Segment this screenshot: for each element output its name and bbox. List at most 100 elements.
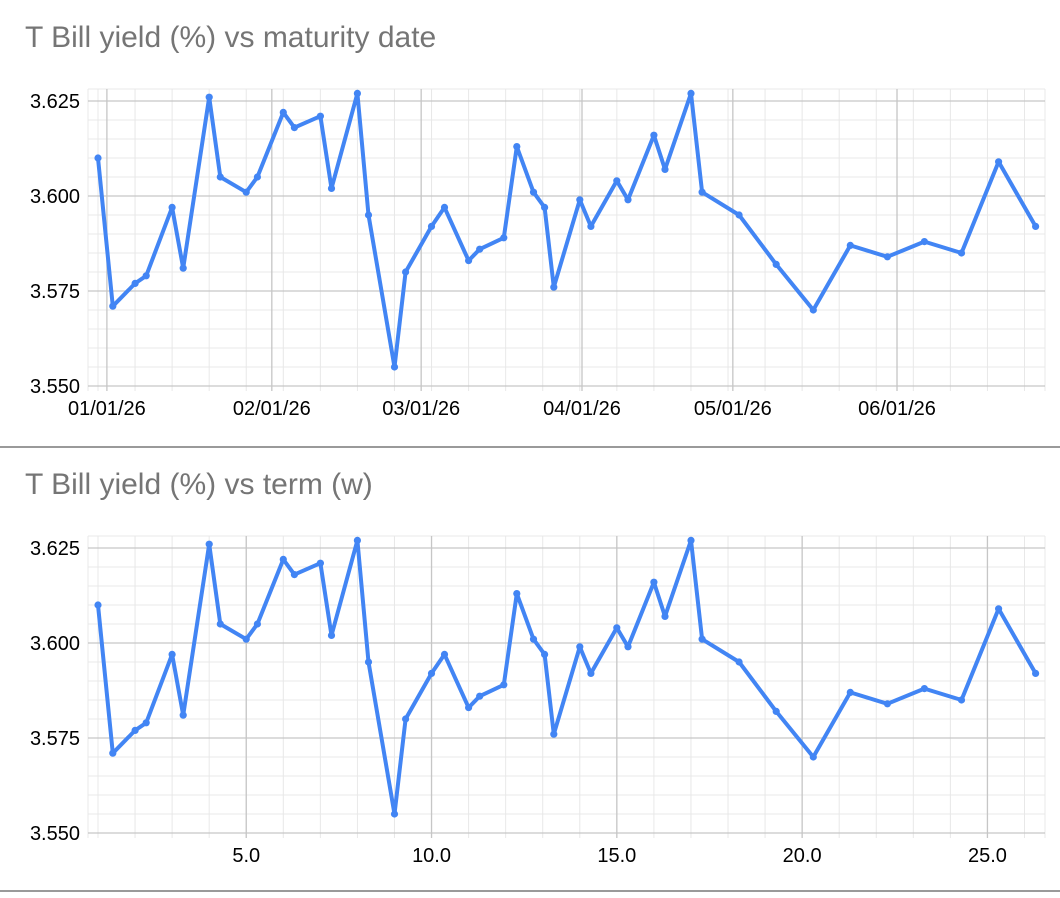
data-point-marker [698,635,706,643]
data-point-marker [957,249,966,257]
data-point-marker [624,196,632,204]
data-point-marker [290,124,298,132]
data-point-marker [541,650,549,659]
data-point-marker [327,631,336,640]
y-axis-tick-label: 3.575 [30,281,80,303]
y-axis-tick-label: 3.550 [30,823,80,845]
data-point-marker [168,650,176,659]
data-point-marker [613,624,621,632]
data-point-marker [94,154,102,162]
data-point-marker [846,241,854,249]
data-point-marker [427,222,436,230]
chart-plot-area-0: 3.550 3.575 3.600 3.625 01/01/26 02/01/26 03/0… [30,88,1046,420]
data-point-marker [809,753,817,761]
data-point-marker [529,188,538,196]
data-point-marker [216,620,224,628]
y-axis-tick-label: 3.625 [30,91,80,113]
y-axis-tick-label: 3.600 [30,186,80,208]
data-point-marker [465,704,473,712]
data-point-marker [513,590,521,598]
data-point-marker [179,264,187,272]
data-point-marker [661,165,669,173]
data-point-marker [513,143,521,151]
data-point-marker [772,707,780,716]
data-point-marker [290,571,298,579]
row-separator-line [0,446,1060,448]
x-axis-tick-label: 06/01/26 [858,398,936,420]
x-axis-tick-label: 05/01/26 [694,398,772,420]
data-point-marker [465,257,473,265]
data-point-marker [390,363,399,371]
data-point-marker [253,620,261,628]
data-point-marker [327,184,336,192]
data-point-marker [687,536,695,545]
data-point-marker [440,203,449,211]
data-point-marker [957,696,966,704]
data-point-marker [529,635,538,643]
data-point-marker [390,810,399,818]
data-point-marker [402,715,410,723]
data-point-marker [883,253,892,261]
data-point-marker [576,643,584,651]
chart-plot-area-1: 3.550 3.575 3.600 3.625 5.0 10.0 15.0 20.0 25.0 [30,535,1046,867]
data-point-marker [500,681,508,689]
x-axis-tick-label: 10.0 [412,845,451,867]
data-point-marker [995,158,1003,166]
x-axis-tick-label: 01/01/26 [68,398,146,420]
data-point-marker [364,211,373,219]
y-axis-tick-label: 3.550 [30,376,80,398]
data-point-marker [1032,669,1040,678]
x-axis-tick-label: 20.0 [783,845,822,867]
data-point-marker [205,540,213,548]
data-point-marker [698,188,706,196]
y-axis-tick-label: 3.575 [30,728,80,750]
data-point-marker [476,692,484,700]
x-axis-tick-label: 25.0 [968,845,1007,867]
data-point-marker [316,559,324,567]
chart-title-yield-vs-maturity-date: T Bill yield (%) vs maturity date [25,21,437,54]
data-point-marker [131,726,139,735]
data-point-marker [920,685,929,693]
x-axis-tick-label: 02/01/26 [233,398,311,420]
data-point-marker [242,635,250,643]
data-point-marker [476,245,484,253]
data-point-marker [427,669,436,678]
data-point-marker [94,601,102,609]
data-point-marker [109,302,117,310]
data-point-marker [205,93,213,101]
data-point-marker [242,188,250,196]
data-point-marker [353,536,361,545]
y-axis-tick-label: 3.600 [30,633,80,655]
data-point-marker [253,173,261,181]
data-point-marker [613,177,621,185]
data-point-marker [920,238,929,246]
data-point-marker [216,173,224,181]
data-point-marker [735,211,743,219]
data-point-marker [587,669,595,678]
data-point-marker [353,89,361,97]
data-point-marker [500,234,508,242]
data-point-marker [364,658,373,666]
minor-gridlines [87,535,1046,838]
data-point-marker [131,279,139,287]
minor-gridlines [87,88,1046,391]
data-point-markers [94,536,1040,818]
data-point-marker [316,112,324,120]
data-point-marker [550,730,558,738]
data-point-marker [440,650,449,659]
data-point-marker [168,203,176,211]
x-axis-tick-label: 04/01/26 [543,398,621,420]
data-point-marker [279,108,287,116]
data-point-marker [550,283,558,291]
x-axis-tick-label: 03/01/26 [382,398,460,420]
data-point-marker [735,658,743,666]
yield-series-line [96,91,1038,369]
data-point-marker [687,89,695,97]
data-point-marker [109,749,117,757]
chart-title-yield-vs-term: T Bill yield (%) vs term (w) [25,468,373,501]
bottom-separator-line [0,890,1060,892]
data-point-marker [142,719,150,727]
data-point-marker [576,196,584,204]
